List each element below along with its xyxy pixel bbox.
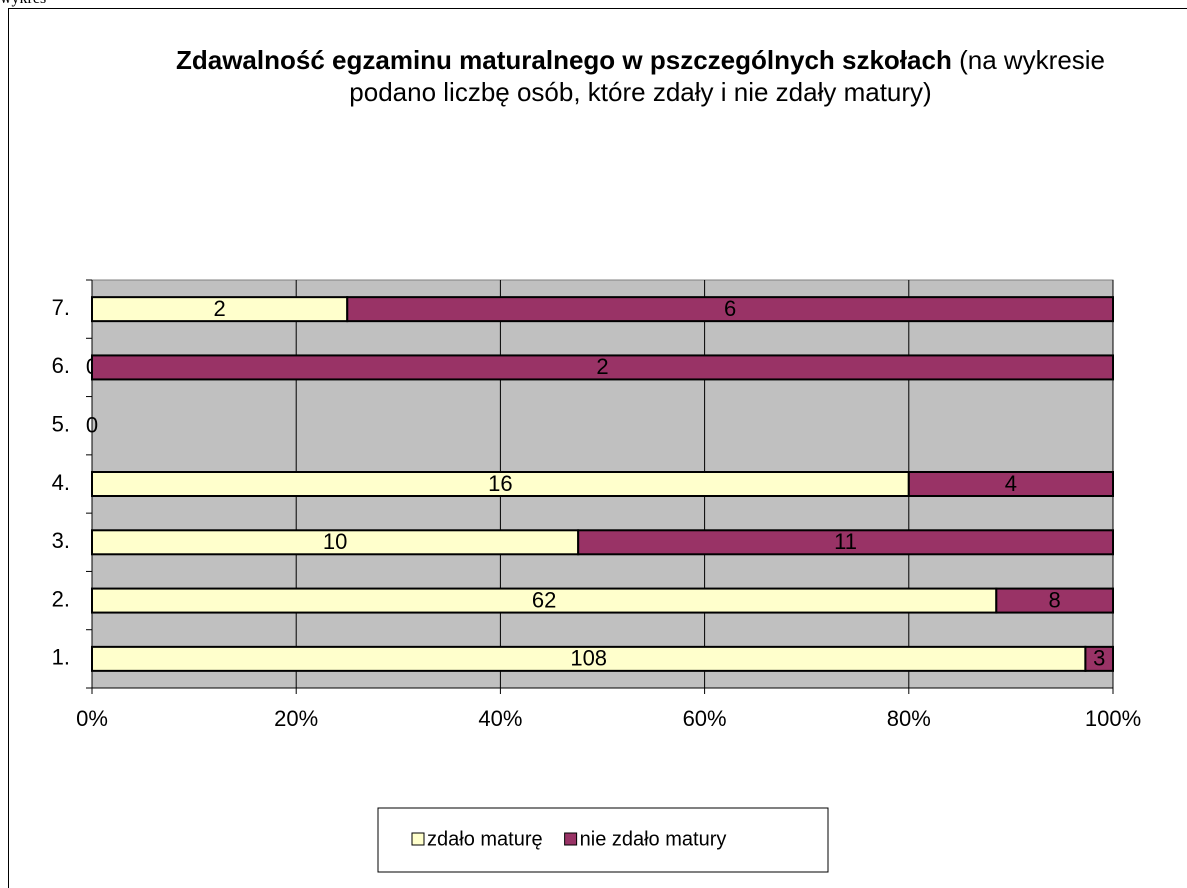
data-label: 11 (834, 529, 857, 554)
bar-segment (91, 645, 1087, 672)
bar-segment (907, 471, 1114, 497)
data-label: 2 (214, 296, 226, 321)
y-tick-label: 4. (52, 470, 70, 495)
legend-box (377, 807, 829, 873)
bar-segment (577, 529, 1114, 556)
x-tick-label: 100% (1085, 706, 1141, 731)
legend-swatch (411, 832, 425, 846)
bar-segment (91, 354, 1114, 381)
y-tick-label: 6. (52, 353, 70, 378)
legend-label: zdało maturę (427, 828, 543, 850)
data-label: 2 (596, 354, 608, 379)
y-tick-label: 2. (52, 586, 70, 611)
bar-segment (346, 296, 1114, 323)
chart-title-block: Zdawalność egzaminu maturalnego w pszcze… (173, 44, 1108, 108)
y-tick-label: 5. (52, 412, 70, 437)
data-label: 108 (570, 646, 607, 671)
y-tick-label: 7. (52, 295, 70, 320)
chart-title: Zdawalność egzaminu maturalnego w pszcze… (175, 45, 952, 75)
bar-segment (91, 587, 998, 614)
y-tick-label: 3. (52, 528, 70, 553)
chart-frame (8, 8, 1187, 888)
data-label: 6 (724, 296, 736, 321)
chart-subtitle: (na wykresie podano liczbę osób, które z… (349, 45, 1106, 107)
data-label: 8 (1049, 587, 1061, 612)
bar-segment (91, 471, 910, 497)
x-tick-label: 60% (683, 706, 727, 731)
data-label: 62 (532, 587, 556, 612)
x-tick-label: 0% (76, 706, 108, 731)
legend-swatch (564, 832, 578, 846)
bar-segment (91, 296, 349, 323)
data-label: 3 (1093, 646, 1105, 671)
x-tick-label: 40% (478, 706, 522, 731)
bar-segment (995, 587, 1114, 614)
x-tick-label: 20% (274, 706, 318, 731)
legend-label: nie zdało matury (580, 828, 727, 850)
bar-segment (91, 529, 580, 556)
bar-segment (1084, 645, 1114, 672)
data-label: 10 (323, 529, 347, 554)
data-label: 4 (1005, 471, 1017, 496)
data-label: 0 (86, 413, 98, 438)
y-tick-label: 1. (52, 645, 70, 670)
data-label: 16 (488, 471, 512, 496)
page-label: wykres (0, 0, 46, 8)
x-tick-label: 80% (887, 706, 931, 731)
